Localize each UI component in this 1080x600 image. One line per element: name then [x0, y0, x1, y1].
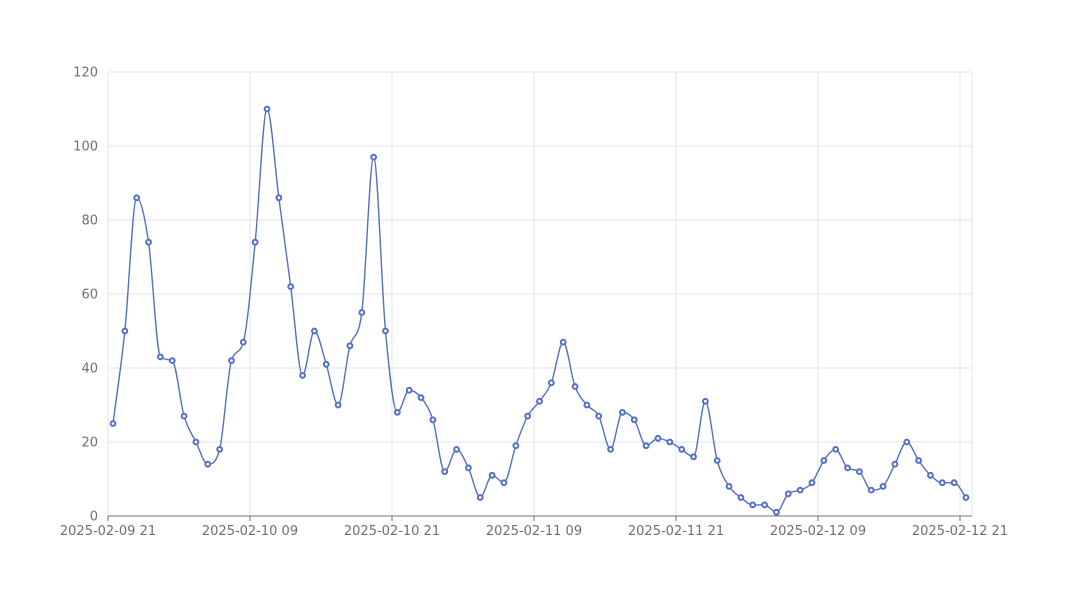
data-point[interactable]	[737, 494, 745, 501]
data-point[interactable]	[109, 420, 117, 427]
data-point[interactable]	[595, 412, 603, 420]
data-point[interactable]	[287, 283, 295, 291]
y-tick-label: 60	[81, 288, 98, 303]
data-point[interactable]	[311, 327, 318, 335]
data-point[interactable]	[962, 494, 970, 501]
data-point[interactable]	[571, 383, 579, 390]
data-point[interactable]	[168, 357, 176, 365]
data-point[interactable]	[607, 446, 614, 453]
data-point[interactable]	[808, 479, 816, 487]
data-point[interactable]	[346, 342, 354, 350]
data-point[interactable]	[322, 360, 330, 368]
data-point[interactable]	[654, 434, 662, 442]
data-point[interactable]	[950, 479, 958, 487]
data-point[interactable]	[903, 438, 911, 446]
data-point[interactable]	[417, 394, 425, 402]
data-point[interactable]	[642, 442, 650, 450]
data-point[interactable]	[784, 490, 792, 498]
data-point[interactable]	[370, 153, 378, 161]
data-point[interactable]	[559, 338, 567, 346]
data-point[interactable]	[121, 327, 129, 335]
data-point[interactable]	[512, 442, 520, 450]
data-point[interactable]	[500, 479, 508, 487]
data-point[interactable]	[216, 446, 224, 453]
data-point[interactable]	[915, 457, 923, 464]
data-point[interactable]	[855, 468, 863, 476]
x-tick-label: 2025-02-12 21	[912, 524, 1008, 539]
data-point[interactable]	[405, 386, 413, 394]
data-point[interactable]	[713, 457, 721, 464]
data-point[interactable]	[867, 486, 875, 494]
data-point[interactable]	[678, 446, 686, 453]
data-point[interactable]	[358, 309, 366, 316]
y-tick-label: 0	[90, 510, 98, 525]
data-point[interactable]	[630, 416, 638, 424]
data-point[interactable]	[239, 338, 247, 346]
y-tick-label: 40	[81, 362, 98, 377]
y-tick-label: 20	[81, 436, 98, 451]
x-tick-label: 2025-02-10 21	[344, 524, 440, 539]
data-point[interactable]	[251, 238, 259, 246]
y-tick-label: 100	[73, 140, 98, 155]
data-point[interactable]	[666, 438, 674, 446]
data-point[interactable]	[156, 353, 164, 361]
x-tick-label: 2025-02-11 09	[486, 524, 582, 539]
data-point[interactable]	[749, 501, 757, 509]
data-point[interactable]	[441, 468, 449, 476]
data-point[interactable]	[701, 397, 709, 405]
data-point[interactable]	[192, 438, 200, 446]
data-point[interactable]	[583, 401, 591, 409]
data-point[interactable]	[725, 483, 733, 490]
data-point[interactable]	[773, 508, 780, 516]
data-point[interactable]	[891, 460, 899, 468]
y-tick-label: 120	[73, 66, 98, 81]
data-point[interactable]	[761, 501, 768, 509]
data-point[interactable]	[488, 471, 496, 479]
data-point[interactable]	[536, 397, 543, 405]
data-point[interactable]	[382, 327, 389, 335]
data-point[interactable]	[476, 494, 484, 501]
x-tick-label: 2025-02-10 09	[202, 524, 298, 539]
data-point[interactable]	[393, 409, 401, 416]
data-point[interactable]	[690, 453, 697, 461]
data-point[interactable]	[796, 486, 804, 494]
data-point[interactable]	[180, 412, 188, 420]
data-point[interactable]	[879, 483, 887, 490]
data-point[interactable]	[465, 464, 472, 472]
data-point[interactable]	[299, 372, 306, 379]
data-point[interactable]	[228, 357, 235, 365]
axis-layer	[107, 72, 972, 521]
data-point[interactable]	[145, 238, 152, 246]
data-point[interactable]	[524, 412, 532, 420]
data-point[interactable]	[429, 416, 437, 424]
data-point[interactable]	[938, 479, 946, 487]
x-tick-label: 2025-02-09 21	[60, 524, 156, 539]
data-point[interactable]	[820, 457, 828, 464]
x-tick-label: 2025-02-11 21	[628, 524, 724, 539]
data-point[interactable]	[927, 471, 934, 479]
data-point[interactable]	[547, 379, 555, 387]
data-point[interactable]	[275, 194, 283, 202]
x-tick-label: 2025-02-12 09	[770, 524, 866, 539]
data-point[interactable]	[832, 446, 840, 453]
data-point[interactable]	[204, 460, 212, 468]
y-tick-label: 80	[81, 214, 98, 229]
data-point[interactable]	[619, 409, 626, 416]
data-point[interactable]	[844, 464, 851, 472]
grid-layer	[108, 71, 973, 516]
data-point[interactable]	[334, 401, 342, 409]
series-layer	[109, 105, 970, 516]
data-point[interactable]	[263, 105, 271, 113]
label-layer: 0 20 40 60 80 100 120 2025-02-09 21 2025-02-10 0…	[60, 66, 1008, 540]
data-point[interactable]	[453, 446, 460, 453]
data-point[interactable]	[133, 194, 141, 202]
